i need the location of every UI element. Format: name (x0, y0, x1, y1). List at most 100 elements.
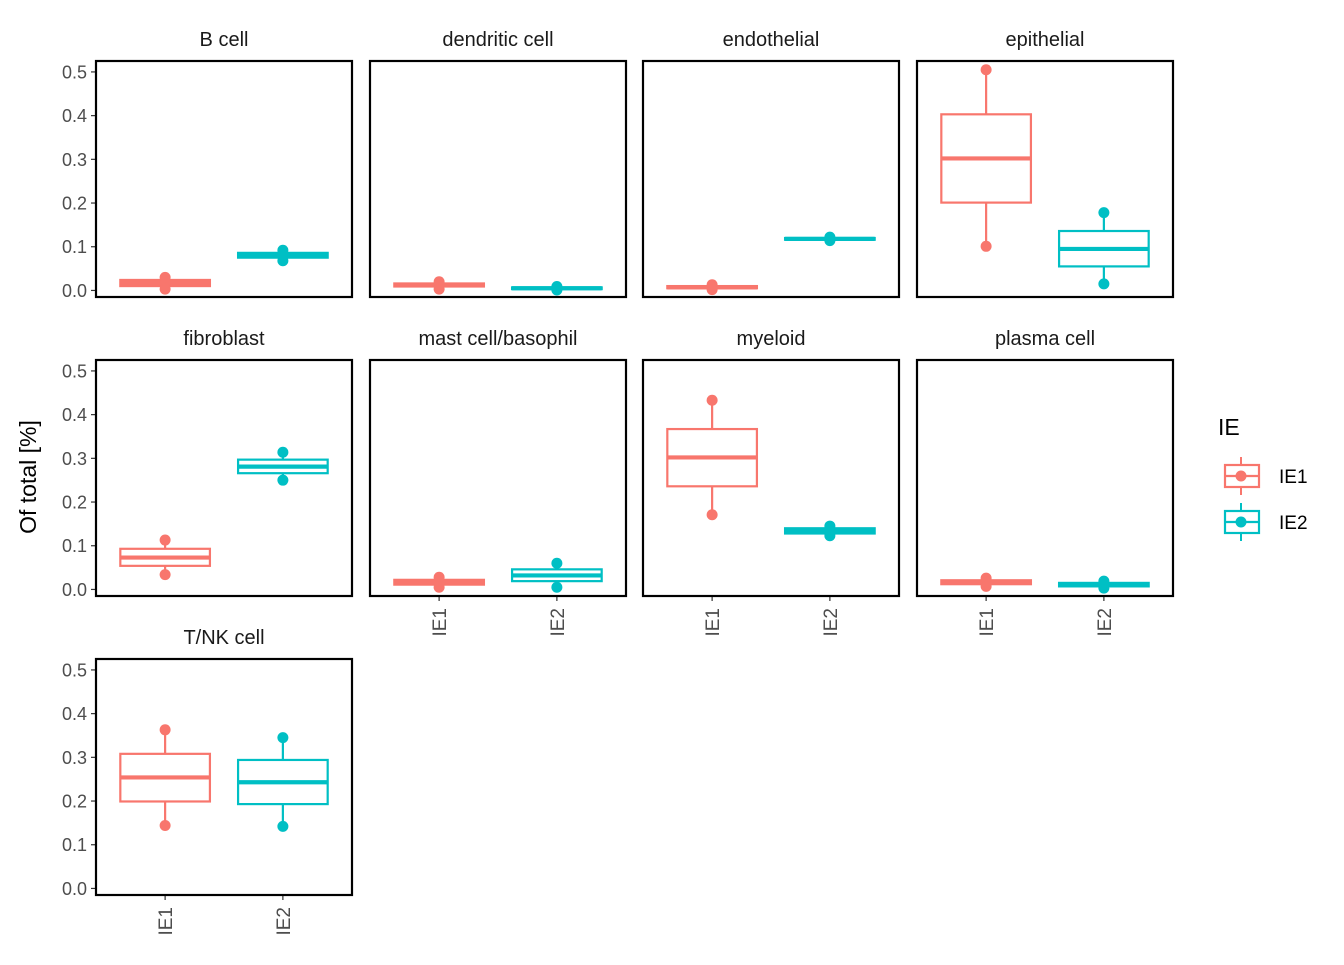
panel-border (915, 358, 1175, 598)
min-point (980, 580, 992, 592)
y-tick-label: 0.2 (62, 792, 87, 812)
max-point (159, 271, 171, 283)
y-tick-label: 0.4 (62, 405, 87, 425)
panel-border (368, 358, 628, 598)
y-tick-label: 0.5 (62, 361, 87, 381)
x-tick-label: IE1 (156, 907, 177, 936)
y-tick-label: 0.2 (62, 493, 87, 513)
facet-panels: B cell 0.0 0.1 0.2 0.3 0.4 0.5 dendritic cell en… (62, 29, 1175, 936)
min-point (1098, 278, 1110, 290)
facet-title: fibroblast (183, 328, 265, 350)
box-IE2 (1057, 207, 1150, 290)
box-IE1 (940, 572, 1033, 592)
min-point (159, 569, 171, 581)
box-IE1 (119, 724, 212, 832)
facet-panel: dendritic cell (368, 29, 628, 299)
x-tick-label: IE2 (821, 608, 842, 637)
min-point (824, 530, 836, 542)
min-point (277, 474, 289, 486)
facet-panel: epithelial (915, 29, 1175, 299)
facet-panel: plasma cell IE1 IE2 (915, 328, 1175, 637)
legend-label: IE2 (1279, 513, 1308, 534)
max-point (277, 732, 289, 744)
box-IE1 (393, 276, 486, 295)
max-point (1098, 207, 1110, 219)
x-tick-label: IE2 (274, 907, 295, 936)
y-tick-label: 0.1 (62, 536, 87, 556)
box-IE1 (940, 64, 1033, 252)
max-point (551, 557, 563, 569)
x-tick-label: IE1 (430, 608, 451, 637)
box-IE1 (119, 271, 212, 295)
facet-panel: myeloid IE1 IE2 (641, 328, 901, 637)
y-tick-label: 0.1 (62, 835, 87, 855)
panel-border (94, 358, 354, 598)
box-IE1 (666, 394, 759, 521)
box-IE2 (236, 732, 329, 832)
y-tick-label: 0.0 (62, 281, 87, 301)
facet-title: dendritic cell (442, 29, 553, 51)
min-point (433, 581, 445, 593)
facet-title: mast cell/basophil (419, 328, 578, 350)
facet-title: epithelial (1006, 29, 1085, 51)
panel-border (368, 59, 628, 299)
y-tick-label: 0.3 (62, 449, 87, 469)
max-point (277, 446, 289, 458)
y-tick-label: 0.5 (62, 660, 87, 680)
legend-point (1235, 516, 1247, 528)
panel-border (94, 657, 354, 897)
box-IE2 (1057, 575, 1150, 594)
x-tick-label: IE2 (1095, 608, 1116, 637)
min-point (159, 283, 171, 295)
box-IE2 (510, 557, 603, 593)
y-tick-label: 0.3 (62, 748, 87, 768)
min-point (159, 820, 171, 832)
max-point (706, 394, 718, 406)
box-IE2 (236, 244, 329, 267)
panel-border (641, 59, 901, 299)
min-point (433, 283, 445, 295)
min-point (277, 820, 289, 832)
min-point (277, 255, 289, 267)
x-tick-label: IE2 (548, 608, 569, 637)
max-point (433, 571, 445, 583)
min-point (706, 509, 718, 521)
min-point (824, 235, 836, 247)
box-IE2 (510, 281, 603, 296)
box-IE1 (393, 571, 486, 593)
max-point (980, 572, 992, 584)
facet-title: T/NK cell (183, 627, 264, 649)
y-tick-label: 0.3 (62, 150, 87, 170)
y-tick-label: 0.0 (62, 879, 87, 899)
max-point (159, 534, 171, 546)
legend-label: IE1 (1279, 467, 1308, 488)
box-IE1 (666, 279, 759, 296)
y-tick-label: 0.2 (62, 194, 87, 214)
legend-entries: IE1 IE2 (1223, 457, 1308, 541)
panel-border (915, 59, 1175, 299)
max-point (159, 724, 171, 736)
y-tick-label: 0.4 (62, 704, 87, 724)
box-IE2 (783, 231, 876, 247)
legend-entry-IE1: IE1 (1223, 457, 1308, 495)
panel-border (94, 59, 354, 299)
x-tick-label: IE1 (703, 608, 724, 637)
facet-title: myeloid (737, 328, 806, 350)
panel-border (641, 358, 901, 598)
y-tick-label: 0.4 (62, 106, 87, 126)
x-tick-label: IE1 (977, 608, 998, 637)
min-point (706, 284, 718, 296)
min-point (551, 284, 563, 296)
facet-panel: fibroblast 0.0 0.1 0.2 0.3 0.4 0.5 (62, 328, 354, 600)
legend-entry-IE2: IE2 (1223, 503, 1308, 541)
box-IE1 (119, 534, 212, 581)
facet-panel: mast cell/basophil IE1 IE2 (368, 328, 628, 637)
facet-title: B cell (200, 29, 249, 51)
legend: IE IE1 IE2 (1218, 414, 1308, 541)
legend-title: IE (1218, 414, 1240, 440)
box-IE2 (783, 520, 876, 542)
facet-title: endothelial (723, 29, 820, 51)
y-axis-title: Of total [%] (15, 420, 41, 534)
